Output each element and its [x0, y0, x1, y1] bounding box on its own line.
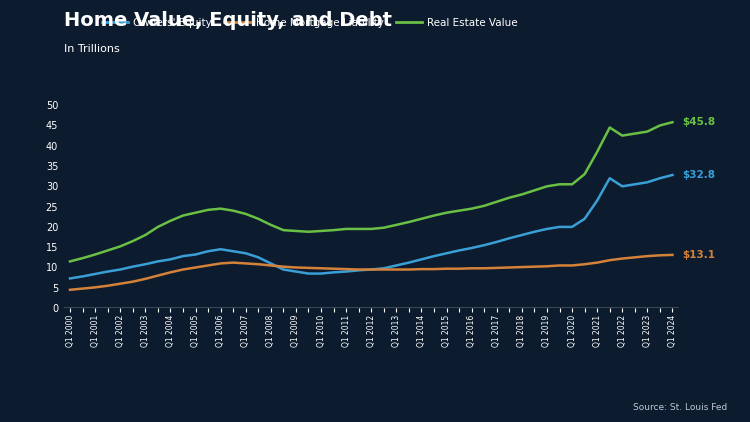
Text: Source: St. Louis Fed: Source: St. Louis Fed: [633, 403, 728, 412]
Text: $45.8: $45.8: [682, 117, 716, 127]
Legend: Owners' Equity, Home Mortgage Liability, Real Estate Value: Owners' Equity, Home Mortgage Liability,…: [98, 14, 522, 32]
Text: $32.8: $32.8: [682, 170, 716, 180]
Text: In Trillions: In Trillions: [64, 44, 119, 54]
Text: Home Value, Equity, and Debt: Home Value, Equity, and Debt: [64, 11, 392, 30]
Text: $13.1: $13.1: [682, 250, 716, 260]
